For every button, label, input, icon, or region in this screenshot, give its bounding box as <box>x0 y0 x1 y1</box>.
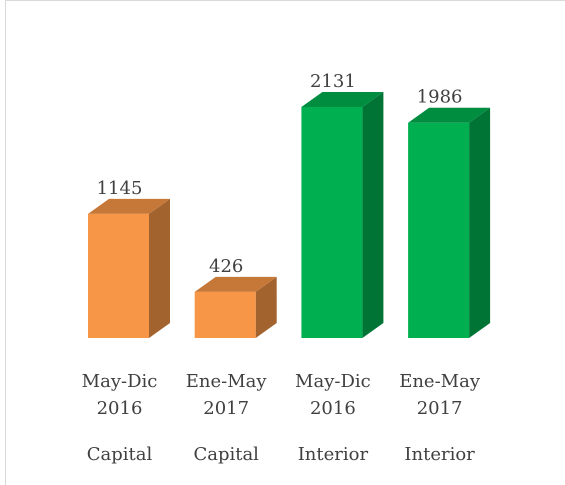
data-label: 2131 <box>310 71 356 92</box>
x-tick-label: May-Dic <box>82 371 158 392</box>
bar <box>408 122 470 338</box>
bar-top <box>408 107 491 123</box>
group-label: Interior <box>404 444 475 465</box>
group-label: Interior <box>298 444 369 465</box>
bar <box>194 291 256 338</box>
bar <box>88 213 149 338</box>
bar-side <box>149 198 170 338</box>
x-tick-label: 2016 <box>310 398 356 419</box>
x-tick-label: 2016 <box>97 398 143 419</box>
group-label: Capital <box>193 444 259 465</box>
x-tick-label: Ene-May <box>399 371 481 392</box>
data-label: 426 <box>209 256 243 277</box>
bar-top <box>194 276 277 292</box>
x-tick-label: May-Dic <box>295 371 371 392</box>
x-tick-label: 2017 <box>417 398 463 419</box>
chart-frame <box>5 0 565 485</box>
bar-side <box>469 107 491 338</box>
bar-side <box>362 92 384 338</box>
group-label: Capital <box>87 444 153 465</box>
bar-top <box>88 198 170 214</box>
data-label: 1145 <box>97 178 143 199</box>
x-tick-label: Ene-May <box>186 371 268 392</box>
bar-top <box>301 92 384 107</box>
bar-side <box>255 276 277 338</box>
bar <box>301 107 363 338</box>
x-tick-label: 2017 <box>203 398 249 419</box>
data-label: 1986 <box>417 87 463 108</box>
